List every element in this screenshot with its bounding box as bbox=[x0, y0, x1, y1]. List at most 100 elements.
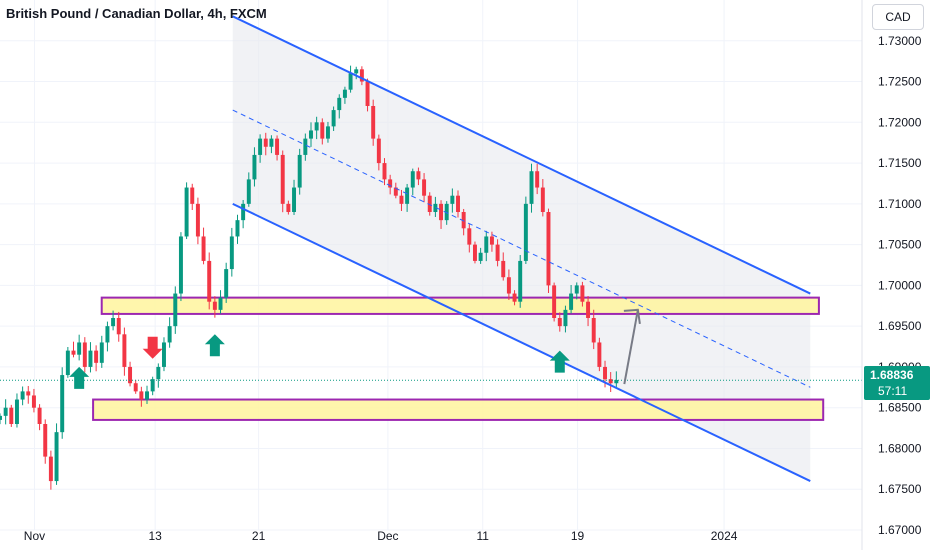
candle-body bbox=[376, 138, 381, 164]
candle-body bbox=[478, 252, 483, 261]
candle-body bbox=[540, 187, 545, 212]
candle-body bbox=[416, 171, 421, 180]
candle-body bbox=[54, 432, 59, 482]
channel-upper-line bbox=[232, 15, 811, 295]
candle-body bbox=[82, 342, 87, 367]
last-price: 1.68836 bbox=[870, 368, 914, 382]
candle-body bbox=[574, 285, 579, 294]
bar-countdown: 57:11 bbox=[878, 384, 908, 398]
candle-body bbox=[444, 203, 449, 221]
candle-body bbox=[405, 187, 410, 204]
zone-support bbox=[92, 398, 825, 421]
candle-body bbox=[229, 236, 234, 270]
candle-body bbox=[269, 138, 274, 147]
candle-body bbox=[467, 228, 472, 245]
channel-mid-line bbox=[232, 109, 811, 388]
candle-body bbox=[433, 203, 438, 212]
candle-body bbox=[139, 391, 144, 400]
candle-body bbox=[122, 334, 127, 367]
y-tick-label: 1.70500 bbox=[878, 238, 922, 252]
candle-body bbox=[235, 220, 240, 237]
candle-body bbox=[275, 138, 280, 155]
currency-button[interactable]: CAD bbox=[872, 4, 924, 30]
candle-body bbox=[173, 293, 178, 327]
candle-body bbox=[484, 236, 489, 253]
candle-body bbox=[128, 366, 133, 384]
candle-body bbox=[535, 171, 540, 188]
candle-body bbox=[48, 456, 53, 482]
candle-body bbox=[371, 106, 376, 139]
x-tick-label: 21 bbox=[252, 529, 266, 543]
candle-body bbox=[145, 391, 149, 400]
candle-body bbox=[150, 379, 155, 392]
candle-body bbox=[161, 342, 166, 367]
candles bbox=[0, 65, 619, 490]
candle-body bbox=[410, 171, 415, 188]
candle-body bbox=[314, 122, 319, 131]
candle-body bbox=[224, 269, 229, 298]
candle-body bbox=[20, 391, 25, 400]
y-tick-label: 1.68500 bbox=[878, 401, 922, 415]
candle-body bbox=[111, 318, 116, 327]
candle-body bbox=[286, 203, 291, 212]
channel-fill bbox=[232, 16, 811, 482]
candle-body bbox=[495, 244, 500, 261]
candle-body bbox=[388, 179, 393, 188]
candle-body bbox=[563, 309, 568, 327]
candle-body bbox=[354, 69, 359, 74]
x-tick-label: Dec bbox=[377, 529, 398, 543]
candle-body bbox=[167, 326, 172, 343]
candle-body bbox=[65, 350, 70, 376]
candle-body bbox=[512, 293, 517, 302]
projection-arrowhead-icon bbox=[623, 308, 641, 324]
candle-body bbox=[0, 415, 2, 420]
candle-body bbox=[337, 97, 342, 111]
x-tick-label: 19 bbox=[571, 529, 585, 543]
candle-body bbox=[190, 187, 195, 204]
y-tick-label: 1.68000 bbox=[878, 441, 922, 455]
candle-body bbox=[31, 395, 36, 408]
candle-body bbox=[501, 260, 506, 278]
candle-body bbox=[325, 126, 330, 139]
candle-body bbox=[178, 236, 183, 294]
candle-body bbox=[297, 154, 302, 188]
candle-body bbox=[94, 350, 99, 363]
candle-body bbox=[9, 407, 14, 424]
x-tick-label: Nov bbox=[24, 529, 45, 543]
candle-body bbox=[603, 366, 608, 380]
candle-body bbox=[71, 350, 76, 355]
y-tick-label: 1.72500 bbox=[878, 75, 922, 89]
x-tick-label: 2024 bbox=[711, 529, 738, 543]
candle-body bbox=[292, 187, 297, 212]
candle-body bbox=[608, 379, 613, 384]
candle-body bbox=[456, 195, 460, 212]
candle-body bbox=[263, 138, 268, 147]
candle-body bbox=[399, 195, 404, 204]
candle-body bbox=[518, 260, 523, 302]
y-axis: 1.73000 1.72500 1.72000 1.71500 1.71000 1.705… bbox=[861, 0, 922, 550]
zones bbox=[92, 296, 825, 421]
candle-body bbox=[43, 424, 48, 457]
candle-body bbox=[546, 212, 551, 286]
candle-body bbox=[569, 293, 574, 310]
candle-body bbox=[258, 138, 263, 155]
candle-body bbox=[365, 81, 370, 106]
y-tick-label: 1.67500 bbox=[878, 482, 922, 496]
y-tick-label: 1.67000 bbox=[878, 523, 922, 537]
candle-body bbox=[342, 89, 347, 98]
candle-body bbox=[77, 342, 82, 355]
candle-body bbox=[303, 138, 308, 155]
candle-body bbox=[461, 212, 466, 229]
projection-line bbox=[623, 309, 639, 385]
candle-body bbox=[523, 203, 528, 261]
candle-body bbox=[614, 379, 619, 384]
arrow-up-icon bbox=[204, 334, 225, 357]
candle-body bbox=[580, 285, 585, 302]
candle-body bbox=[201, 236, 206, 261]
signals bbox=[69, 334, 570, 389]
channel-area bbox=[232, 16, 811, 482]
candle-body bbox=[14, 399, 19, 424]
chart-title: British Pound / Canadian Dollar, 4h, FXC… bbox=[6, 6, 267, 21]
candle-body bbox=[99, 342, 104, 363]
